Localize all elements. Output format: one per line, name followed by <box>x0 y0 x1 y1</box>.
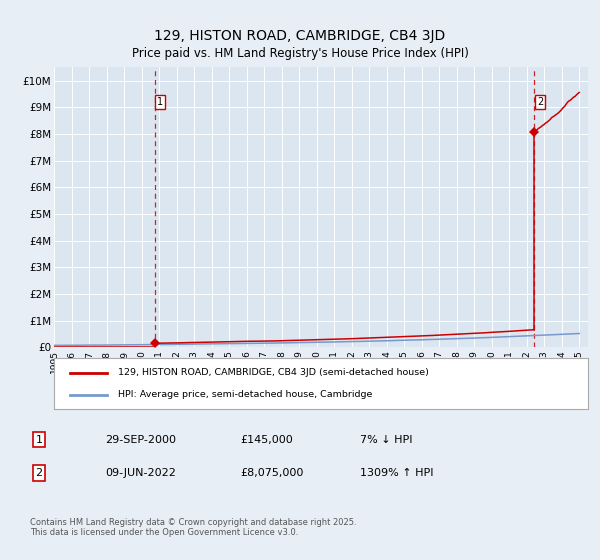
Text: 29-SEP-2000: 29-SEP-2000 <box>105 435 176 445</box>
Text: 1: 1 <box>35 435 43 445</box>
Text: Price paid vs. HM Land Registry's House Price Index (HPI): Price paid vs. HM Land Registry's House … <box>131 46 469 60</box>
Text: 2: 2 <box>537 97 544 107</box>
Text: 1309% ↑ HPI: 1309% ↑ HPI <box>360 468 433 478</box>
Text: £8,075,000: £8,075,000 <box>240 468 304 478</box>
Text: HPI: Average price, semi-detached house, Cambridge: HPI: Average price, semi-detached house,… <box>118 390 373 399</box>
Text: Contains HM Land Registry data © Crown copyright and database right 2025.
This d: Contains HM Land Registry data © Crown c… <box>30 518 356 538</box>
Text: 2: 2 <box>35 468 43 478</box>
Text: 1: 1 <box>157 97 163 107</box>
Text: 7% ↓ HPI: 7% ↓ HPI <box>360 435 413 445</box>
Text: 129, HISTON ROAD, CAMBRIDGE, CB4 3JD: 129, HISTON ROAD, CAMBRIDGE, CB4 3JD <box>154 29 446 44</box>
Text: 129, HISTON ROAD, CAMBRIDGE, CB4 3JD (semi-detached house): 129, HISTON ROAD, CAMBRIDGE, CB4 3JD (se… <box>118 368 429 377</box>
Text: £145,000: £145,000 <box>240 435 293 445</box>
Text: 09-JUN-2022: 09-JUN-2022 <box>105 468 176 478</box>
